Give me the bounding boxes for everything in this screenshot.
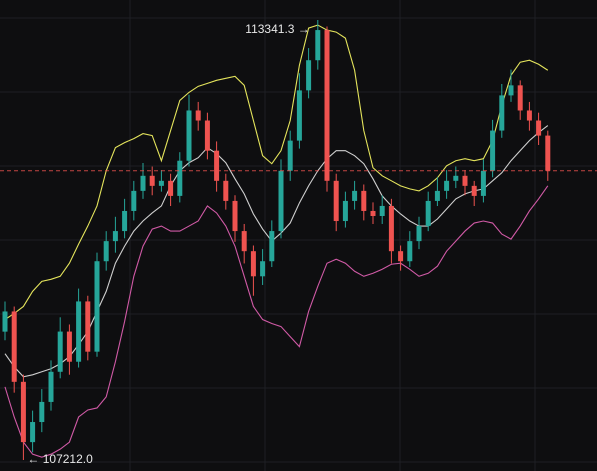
candle-body bbox=[2, 311, 8, 332]
candle-body bbox=[370, 210, 376, 216]
candle-body bbox=[260, 261, 266, 277]
candle-body bbox=[287, 140, 293, 171]
candle-body bbox=[315, 30, 321, 61]
candle-body bbox=[306, 60, 312, 91]
candle-body bbox=[232, 200, 238, 232]
candle-body bbox=[39, 401, 45, 423]
candle-body bbox=[545, 135, 551, 171]
candle-body bbox=[444, 180, 450, 191]
candle-body bbox=[223, 180, 229, 201]
candle-body bbox=[94, 261, 100, 352]
candle-body bbox=[379, 205, 385, 216]
candle-body bbox=[526, 110, 532, 121]
candle-body bbox=[471, 185, 477, 196]
candle-body bbox=[204, 120, 210, 151]
candle-body bbox=[462, 175, 468, 186]
candle-body bbox=[517, 85, 523, 111]
candle-body bbox=[66, 331, 72, 362]
min-label: ← 107212.0 bbox=[27, 452, 93, 466]
candle-body bbox=[342, 200, 348, 222]
candle-body bbox=[48, 371, 54, 402]
candle-body bbox=[480, 170, 486, 196]
candle-body bbox=[241, 231, 247, 252]
candle-body bbox=[250, 251, 256, 277]
candle-body bbox=[122, 210, 128, 232]
candle-body bbox=[361, 190, 367, 211]
candle-body bbox=[352, 190, 358, 201]
candle-body bbox=[158, 180, 164, 186]
candle-body bbox=[76, 301, 82, 362]
band-line bbox=[4, 24, 549, 320]
candle-body bbox=[195, 110, 201, 121]
candle-body bbox=[112, 231, 118, 242]
candle-body bbox=[490, 130, 496, 171]
candle-body bbox=[131, 190, 137, 211]
band-line bbox=[4, 185, 549, 458]
candle-body bbox=[434, 190, 440, 201]
candle-body bbox=[324, 30, 330, 181]
candle-body bbox=[388, 205, 394, 252]
candle-body bbox=[278, 170, 284, 232]
candle-body bbox=[416, 226, 422, 242]
candle-body bbox=[20, 381, 26, 443]
candle-body bbox=[149, 175, 155, 186]
candle-body bbox=[453, 175, 459, 181]
candle-body bbox=[30, 422, 36, 443]
candle-body bbox=[177, 160, 183, 196]
candle-body bbox=[398, 251, 404, 262]
candle-body bbox=[186, 110, 192, 161]
candle-body bbox=[214, 150, 220, 181]
candle-body bbox=[536, 120, 542, 136]
max-label: 113341.3 → bbox=[245, 22, 310, 36]
candle-body bbox=[85, 301, 91, 352]
candle-body bbox=[269, 231, 275, 262]
candle-body bbox=[425, 200, 431, 227]
candle-body bbox=[168, 180, 174, 196]
candle-body bbox=[508, 85, 514, 96]
candle-body bbox=[499, 95, 505, 131]
candle-body bbox=[296, 90, 302, 141]
candle-body bbox=[57, 331, 63, 372]
candle-body bbox=[407, 241, 413, 262]
candle-body bbox=[140, 175, 146, 191]
candle-body bbox=[11, 311, 17, 382]
candle-body bbox=[103, 241, 109, 262]
candle-body bbox=[333, 180, 339, 222]
